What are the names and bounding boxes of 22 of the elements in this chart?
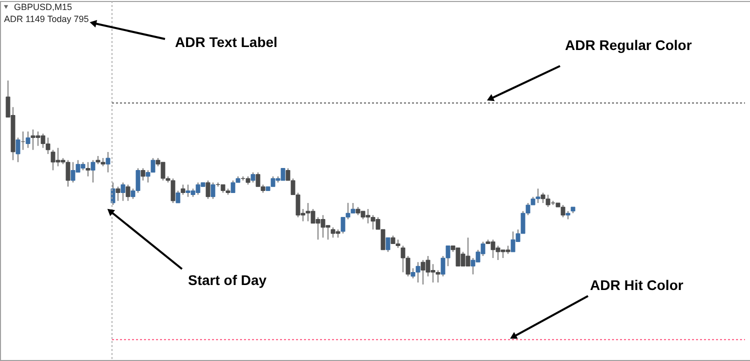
candlestick <box>116 186 120 202</box>
candlestick <box>110 182 116 206</box>
chart-subtitle: ADR 1149 Today 795 <box>4 14 89 24</box>
text: ADR Hit Color <box>590 277 684 293</box>
candlestick <box>26 131 30 148</box>
candlestick <box>206 180 210 200</box>
candlestick <box>86 162 90 177</box>
text: ADR Regular Color <box>565 37 692 53</box>
text: ADR Text Label <box>175 34 278 50</box>
candlestick <box>386 237 390 252</box>
candlestick <box>120 182 126 202</box>
candlestick <box>126 184 130 202</box>
candlestick <box>210 182 216 200</box>
candlestick <box>250 172 256 184</box>
candlestick <box>90 160 96 184</box>
candlestick <box>140 168 146 181</box>
candlestick <box>180 184 186 196</box>
candlestick <box>106 151 110 173</box>
annotation: Start of Day <box>188 272 267 288</box>
chart-title: GBPUSD,M15 <box>14 2 72 12</box>
candlestick <box>16 137 20 163</box>
candlestick <box>176 190 180 204</box>
